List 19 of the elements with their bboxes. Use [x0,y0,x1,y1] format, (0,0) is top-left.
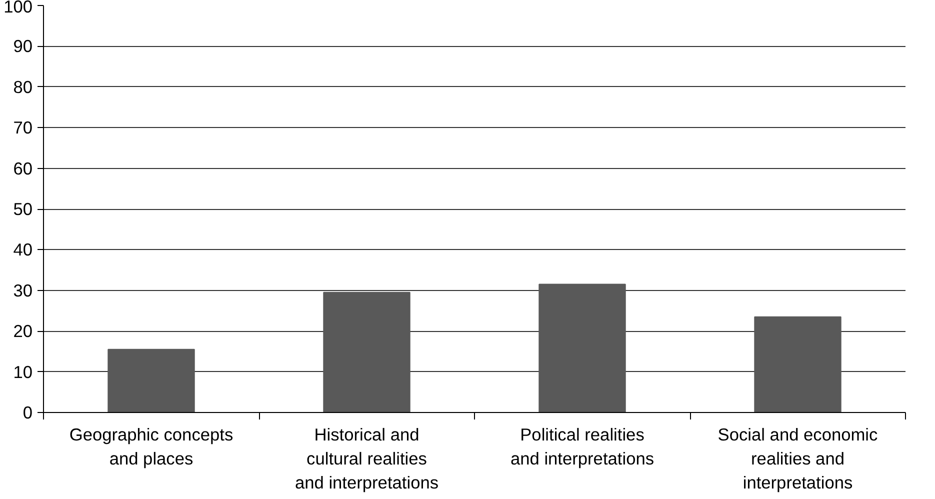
y-tick-label: 90 [13,36,33,56]
bar [754,316,842,412]
y-tick-label: 0 [22,402,33,422]
y-tick-label: 40 [13,240,33,260]
bar [538,284,626,412]
x-tick-label: Historical and cultural realities and interpretations [294,424,439,492]
x-tick-label: Social and economic realities and interpretations [718,424,878,492]
y-tick-label: 20 [13,321,33,342]
y-tick-label: 100 [4,0,33,16]
x-tick-label: Geographic concepts and places [69,424,234,468]
bar [323,292,410,412]
bar [108,348,195,412]
x-tick-label: Political realities and interpretations [510,424,654,468]
y-tick-label: 30 [13,280,33,300]
y-tick-label: 10 [13,362,33,382]
y-tick-label: 50 [13,199,33,219]
y-tick-label: 70 [13,118,33,138]
y-tick-label: 80 [13,76,33,97]
y-tick-label: 60 [13,158,33,178]
